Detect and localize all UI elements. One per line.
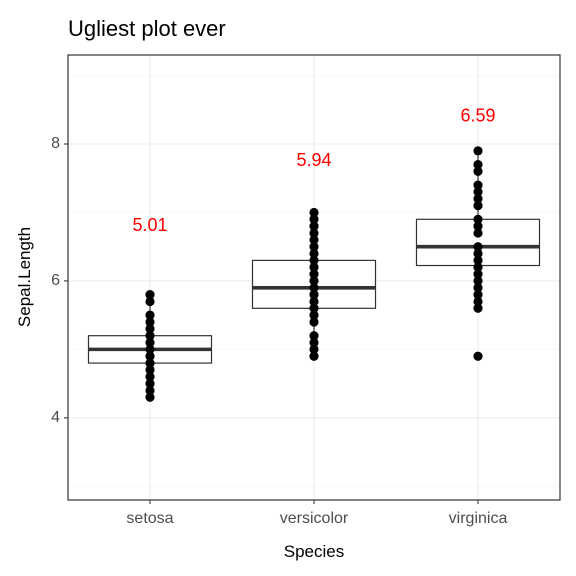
- data-point: [473, 221, 483, 231]
- data-point: [145, 392, 155, 402]
- data-point: [473, 303, 483, 313]
- data-point: [473, 290, 483, 300]
- data-point: [473, 242, 483, 252]
- data-point: [309, 283, 319, 293]
- data-point: [309, 235, 319, 245]
- mean-label: 5.01: [132, 215, 167, 235]
- data-point: [309, 207, 319, 218]
- data-point: [309, 317, 319, 327]
- data-point: [309, 214, 319, 224]
- data-point: [309, 331, 319, 341]
- x-axis-ticks: setosa versicolor virginica: [126, 500, 507, 527]
- mean-annotations: 5.01 5.94 6.59: [132, 105, 495, 235]
- data-point: [145, 324, 155, 334]
- data-point: [473, 194, 483, 204]
- data-point: [309, 344, 319, 354]
- data-point: [473, 276, 483, 286]
- data-point: [473, 228, 483, 238]
- y-axis-ticks: 4 6 8: [51, 135, 68, 426]
- data-point: [145, 379, 155, 389]
- data-point: [473, 159, 483, 170]
- data-point: [145, 358, 155, 368]
- data-point: [145, 385, 155, 396]
- data-point: [473, 248, 483, 259]
- data-point: [473, 187, 483, 197]
- data-point: [309, 296, 319, 307]
- data-point: [473, 262, 483, 272]
- y-tick-label: 6: [51, 272, 60, 289]
- data-point: [309, 221, 319, 231]
- data-point: [473, 255, 483, 265]
- data-point: [309, 248, 319, 259]
- data-point: [473, 201, 483, 211]
- data-point: [145, 290, 155, 300]
- data-point: [145, 351, 155, 361]
- data-point: [309, 290, 319, 300]
- data-point: [145, 317, 155, 327]
- data-point: [309, 351, 319, 361]
- data-point: [309, 303, 319, 313]
- data-point: [473, 283, 483, 293]
- data-point: [309, 242, 319, 252]
- x-tick-label: virginica: [449, 510, 508, 527]
- mean-label: 5.94: [296, 150, 331, 170]
- data-point: [473, 146, 483, 156]
- y-axis-title: Sepal.Length: [15, 227, 34, 327]
- x-tick-label: setosa: [126, 510, 173, 527]
- x-axis-title: Species: [284, 542, 344, 561]
- data-point: [309, 310, 319, 320]
- data-point: [145, 365, 155, 375]
- data-point: [309, 337, 319, 348]
- data-point: [145, 296, 155, 307]
- data-point: [473, 214, 483, 224]
- data-point: [473, 351, 483, 361]
- data-point: [309, 276, 319, 286]
- data-point: [473, 269, 483, 279]
- data-points: [145, 146, 483, 402]
- data-point: [473, 296, 483, 307]
- data-point: [309, 262, 319, 272]
- x-tick-label: versicolor: [280, 510, 349, 527]
- data-point: [145, 344, 155, 354]
- data-point: [309, 269, 319, 279]
- chart-title: Ugliest plot ever: [68, 16, 226, 41]
- data-point: [145, 337, 155, 348]
- data-point: [473, 180, 483, 190]
- y-tick-label: 4: [51, 409, 60, 426]
- data-point: [145, 331, 155, 341]
- data-point: [145, 372, 155, 382]
- data-point: [473, 166, 483, 176]
- data-point: [309, 228, 319, 238]
- y-tick-label: 8: [51, 135, 60, 152]
- mean-label: 6.59: [460, 105, 495, 125]
- data-point: [309, 255, 319, 265]
- data-point: [145, 310, 155, 320]
